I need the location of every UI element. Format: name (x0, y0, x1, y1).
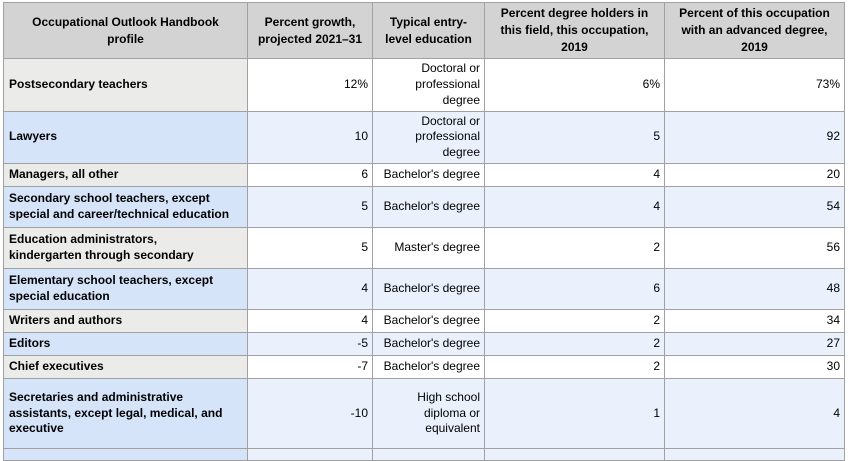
growth-cell: 6 (247, 163, 373, 188)
degree-holders-cell: 4 (484, 186, 665, 229)
growth-cell: 4 (247, 309, 373, 334)
profile-cell: Secondary school teachers, except specia… (3, 186, 248, 229)
growth-cell: 12% (247, 58, 373, 112)
profile-cell: Editors (3, 332, 248, 357)
degree-holders-cell: 2 (484, 332, 665, 357)
profile-cell (3, 448, 248, 461)
education-cell: Master's degree (372, 227, 485, 270)
advanced-degree-cell: 54 (664, 186, 845, 229)
advanced-degree-cell: 20 (664, 163, 845, 188)
table-row: Elementary school teachers, except speci… (3, 268, 845, 311)
profile-cell: Secretaries and administrative assistant… (3, 378, 248, 450)
occupation-table: Occupational Outlook Handbook profile Pe… (3, 1, 845, 461)
profile-cell: Chief executives (3, 355, 248, 380)
profile-cell: Elementary school teachers, except speci… (3, 268, 248, 311)
profile-cell: Postsecondary teachers (3, 58, 248, 112)
advanced-degree-cell: 30 (664, 355, 845, 380)
table-row: Lawyers 10 Doctoral or professional degree… (3, 110, 845, 165)
education-cell: Bachelor's degree (372, 309, 485, 334)
table-row: Chief executives -7 Bachelor's degree 2 30 (3, 355, 845, 380)
table-row-partial (3, 448, 845, 461)
advanced-degree-cell: 48 (664, 268, 845, 311)
degree-holders-cell: 2 (484, 355, 665, 380)
table-row: Writers and authors 4 Bachelor's degree 2 34 (3, 309, 845, 334)
education-cell: Bachelor's degree (372, 355, 485, 380)
advanced-degree-cell: 56 (664, 227, 845, 270)
growth-cell: 4 (247, 268, 373, 311)
advanced-degree-cell: 4 (664, 378, 845, 450)
degree-holders-cell (484, 448, 665, 461)
table-row: Secondary school teachers, except specia… (3, 186, 845, 229)
growth-cell: -7 (247, 355, 373, 380)
table-body: Postsecondary teachers 12% Doctoral or pro… (3, 58, 845, 461)
education-cell: Doctoral or professional degree (372, 58, 485, 112)
advanced-degree-cell: 27 (664, 332, 845, 357)
header-cell-percent-growth: Percent growth, projected 2021–31 (247, 1, 373, 60)
table-row: Secretaries and administrative assistant… (3, 378, 845, 450)
education-cell: Doctoral or professional degree (372, 110, 485, 165)
growth-cell (247, 448, 373, 461)
advanced-degree-cell: 73% (664, 58, 845, 112)
degree-holders-cell: 4 (484, 163, 665, 188)
growth-cell: -10 (247, 378, 373, 450)
growth-cell: -5 (247, 332, 373, 357)
growth-cell: 5 (247, 186, 373, 229)
header-cell-profile: Occupational Outlook Handbook profile (3, 1, 248, 60)
education-cell (372, 448, 485, 461)
advanced-degree-cell: 34 (664, 309, 845, 334)
profile-cell: Managers, all other (3, 163, 248, 188)
education-cell: Bachelor's degree (372, 332, 485, 357)
profile-cell: Education administrators, kindergarten t… (3, 227, 248, 270)
header-cell-entry-education: Typical entry- level education (372, 1, 485, 60)
growth-cell: 5 (247, 227, 373, 270)
table-row: Education administrators, kindergarten t… (3, 227, 845, 270)
table-row: Editors -5 Bachelor's degree 2 27 (3, 332, 845, 357)
growth-cell: 10 (247, 110, 373, 165)
degree-holders-cell: 6% (484, 58, 665, 112)
degree-holders-cell: 5 (484, 110, 665, 165)
advanced-degree-cell: 92 (664, 110, 845, 165)
degree-holders-cell: 6 (484, 268, 665, 311)
profile-cell: Writers and authors (3, 309, 248, 334)
table-row: Managers, all other 6 Bachelor's degree 4 20 (3, 163, 845, 188)
degree-holders-cell: 2 (484, 309, 665, 334)
table-row: Postsecondary teachers 12% Doctoral or pro… (3, 58, 845, 112)
header-row: Occupational Outlook Handbook profile Pe… (3, 1, 845, 60)
advanced-degree-cell (664, 448, 845, 461)
education-cell: Bachelor's degree (372, 163, 485, 188)
profile-cell: Lawyers (3, 110, 248, 165)
header-cell-advanced-degree: Percent of this occupation with an advan… (664, 1, 845, 60)
education-cell: High school diploma or equivalent (372, 378, 485, 450)
education-cell: Bachelor's degree (372, 186, 485, 229)
degree-holders-cell: 1 (484, 378, 665, 450)
header-cell-degree-holders: Percent degree holders in this field, th… (484, 1, 665, 60)
education-cell: Bachelor's degree (372, 268, 485, 311)
degree-holders-cell: 2 (484, 227, 665, 270)
